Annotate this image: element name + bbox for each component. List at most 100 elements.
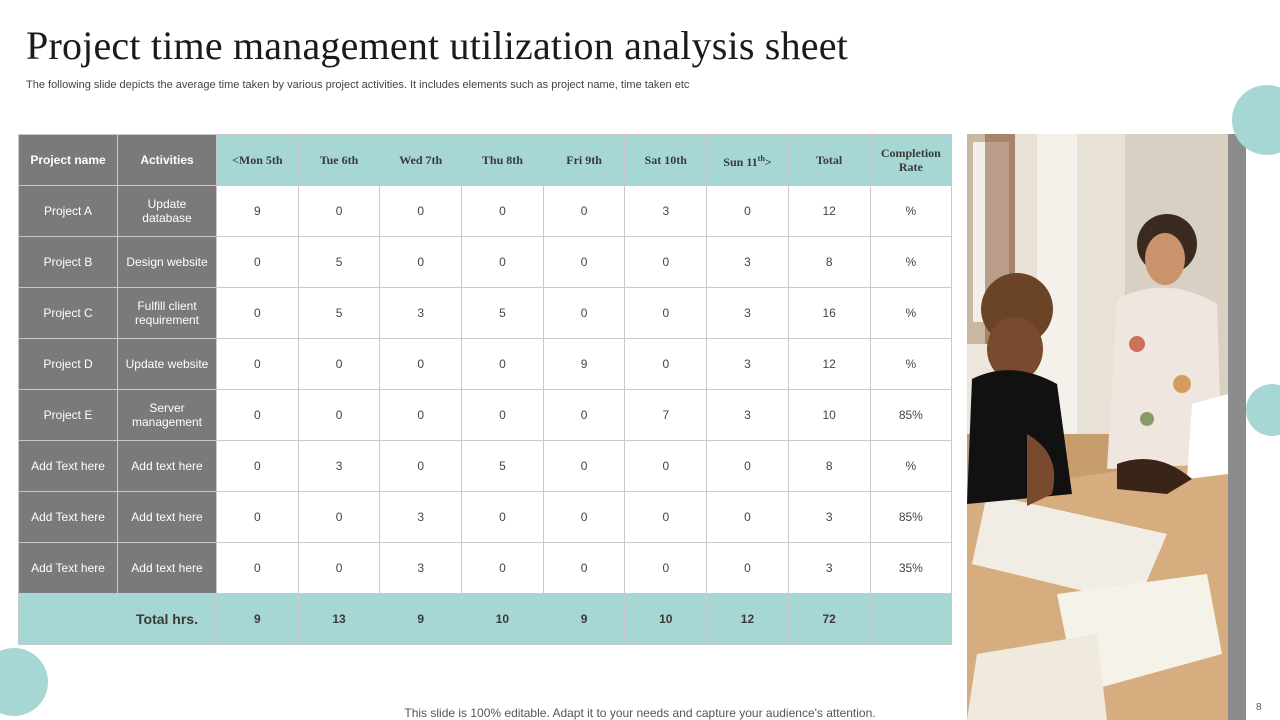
hours-thu-cell: 0 bbox=[461, 389, 544, 441]
completion-rate-cell: 85% bbox=[869, 389, 953, 441]
hours-wed-cell: 0 bbox=[379, 236, 463, 288]
hours-fri-cell: 9 bbox=[542, 338, 626, 390]
completion-rate-cell: % bbox=[869, 236, 953, 288]
total-cell: 12 bbox=[787, 338, 871, 390]
table-row: Add Text here Add text here 0 0 3 0 0 0 0 3 35% bbox=[18, 542, 953, 594]
total-cell: 8 bbox=[787, 236, 871, 288]
hours-sat-cell: 0 bbox=[624, 491, 708, 543]
slide-title: Project time management utilization anal… bbox=[26, 23, 848, 68]
activity-cell: Update website bbox=[117, 338, 217, 390]
header-fri: Fri 9th bbox=[542, 134, 626, 186]
hours-tue-cell: 0 bbox=[297, 491, 381, 543]
completion-rate-cell: 35% bbox=[869, 542, 953, 594]
photo-illustration bbox=[967, 134, 1228, 720]
hours-sun-cell: 3 bbox=[706, 338, 789, 390]
completion-rate-cell: 85% bbox=[869, 491, 953, 543]
total-cell: 12 bbox=[787, 185, 871, 237]
header-sun: Sun 11th> bbox=[706, 134, 789, 186]
activity-cell: Design website bbox=[117, 236, 217, 288]
hours-wed-cell: 3 bbox=[379, 491, 463, 543]
project-name-cell: Add Text here bbox=[18, 440, 118, 492]
hours-tue-cell: 0 bbox=[297, 338, 381, 390]
activity-cell: Add text here bbox=[117, 542, 217, 594]
team-meeting-photo bbox=[967, 134, 1228, 720]
hours-thu-cell: 0 bbox=[461, 491, 544, 543]
hours-sat-cell: 0 bbox=[624, 338, 708, 390]
hours-mon-cell: 9 bbox=[216, 185, 299, 237]
table-row: Project B Design website 0 5 0 0 0 0 3 8% bbox=[18, 236, 953, 288]
completion-rate-cell: % bbox=[869, 185, 953, 237]
total-cell: 16 bbox=[787, 287, 871, 339]
hours-thu-cell: 0 bbox=[461, 185, 544, 237]
hours-mon-cell: 0 bbox=[216, 236, 299, 288]
totals-mon: 9 bbox=[216, 593, 299, 645]
hours-tue-cell: 0 bbox=[297, 389, 381, 441]
hours-fri-cell: 0 bbox=[542, 389, 626, 441]
hours-mon-cell: 0 bbox=[216, 338, 299, 390]
totals-rate bbox=[869, 593, 953, 645]
hours-fri-cell: 0 bbox=[542, 491, 626, 543]
totals-fri: 9 bbox=[542, 593, 626, 645]
totals-empty-cell bbox=[18, 593, 118, 645]
hours-fri-cell: 0 bbox=[542, 440, 626, 492]
table-row: Project D Update website 0 0 0 0 9 0 3 12% bbox=[18, 338, 953, 390]
hours-sun-cell: 3 bbox=[706, 236, 789, 288]
hours-mon-cell: 0 bbox=[216, 491, 299, 543]
total-cell: 10 bbox=[787, 389, 871, 441]
hours-sat-cell: 0 bbox=[624, 236, 708, 288]
completion-rate-cell: % bbox=[869, 287, 953, 339]
header-sun-sup: th bbox=[757, 153, 765, 163]
project-name-cell: Add Text here bbox=[18, 491, 118, 543]
totals-sat: 10 bbox=[624, 593, 708, 645]
slide-footer-note: This slide is 100% editable. Adapt it to… bbox=[404, 706, 876, 720]
hours-sat-cell: 3 bbox=[624, 185, 708, 237]
hours-thu-cell: 0 bbox=[461, 542, 544, 594]
totals-sun: 12 bbox=[706, 593, 789, 645]
hours-sun-cell: 3 bbox=[706, 287, 789, 339]
header-completion-rate: Completion Rate bbox=[869, 134, 953, 186]
hours-sun-cell: 0 bbox=[706, 185, 789, 237]
project-name-cell: Project C bbox=[18, 287, 118, 339]
totals-total: 72 bbox=[787, 593, 871, 645]
hours-tue-cell: 0 bbox=[297, 542, 381, 594]
completion-rate-cell: % bbox=[869, 338, 953, 390]
right-accent-bar bbox=[1228, 134, 1246, 720]
activity-cell: Update database bbox=[117, 185, 217, 237]
hours-thu-cell: 5 bbox=[461, 287, 544, 339]
activity-cell: Add text here bbox=[117, 440, 217, 492]
hours-fri-cell: 0 bbox=[542, 287, 626, 339]
header-wed: Wed 7th bbox=[379, 134, 463, 186]
total-cell: 3 bbox=[787, 542, 871, 594]
hours-fri-cell: 0 bbox=[542, 185, 626, 237]
project-name-cell: Project A bbox=[18, 185, 118, 237]
project-name-cell: Project B bbox=[18, 236, 118, 288]
totals-label: Total hrs. bbox=[117, 593, 217, 645]
table-row: Project E Server management 0 0 0 0 0 7 3 10 85% bbox=[18, 389, 953, 441]
table-row: Add Text here Add text here 0 3 0 5 0 0 0 8% bbox=[18, 440, 953, 492]
hours-sat-cell: 0 bbox=[624, 287, 708, 339]
header-tue: Tue 6th bbox=[297, 134, 381, 186]
project-name-cell: Project D bbox=[18, 338, 118, 390]
total-cell: 8 bbox=[787, 440, 871, 492]
activity-cell: Add text here bbox=[117, 491, 217, 543]
hours-wed-cell: 3 bbox=[379, 542, 463, 594]
hours-wed-cell: 3 bbox=[379, 287, 463, 339]
header-sun-end: > bbox=[764, 154, 772, 169]
totals-row: Total hrs. 9 13 9 10 9 10 12 72 bbox=[18, 593, 953, 645]
hours-mon-cell: 0 bbox=[216, 542, 299, 594]
activity-cell: Server management bbox=[117, 389, 217, 441]
header-thu: Thu 8th bbox=[461, 134, 544, 186]
slide-subtitle: The following slide depicts the average … bbox=[26, 79, 690, 91]
hours-wed-cell: 0 bbox=[379, 185, 463, 237]
hours-sun-cell: 0 bbox=[706, 491, 789, 543]
hours-sat-cell: 7 bbox=[624, 389, 708, 441]
hours-fri-cell: 0 bbox=[542, 542, 626, 594]
table-header-row: Project name Activities <Mon 5th Tue 6th… bbox=[18, 134, 953, 186]
table-row: Add Text here Add text here 0 0 3 0 0 0 0 3 85% bbox=[18, 491, 953, 543]
hours-sun-cell: 0 bbox=[706, 542, 789, 594]
completion-rate-cell: % bbox=[869, 440, 953, 492]
totals-tue: 13 bbox=[297, 593, 381, 645]
activity-cell: Fulfill client requirement bbox=[117, 287, 217, 339]
total-cell: 3 bbox=[787, 491, 871, 543]
hours-sat-cell: 0 bbox=[624, 542, 708, 594]
